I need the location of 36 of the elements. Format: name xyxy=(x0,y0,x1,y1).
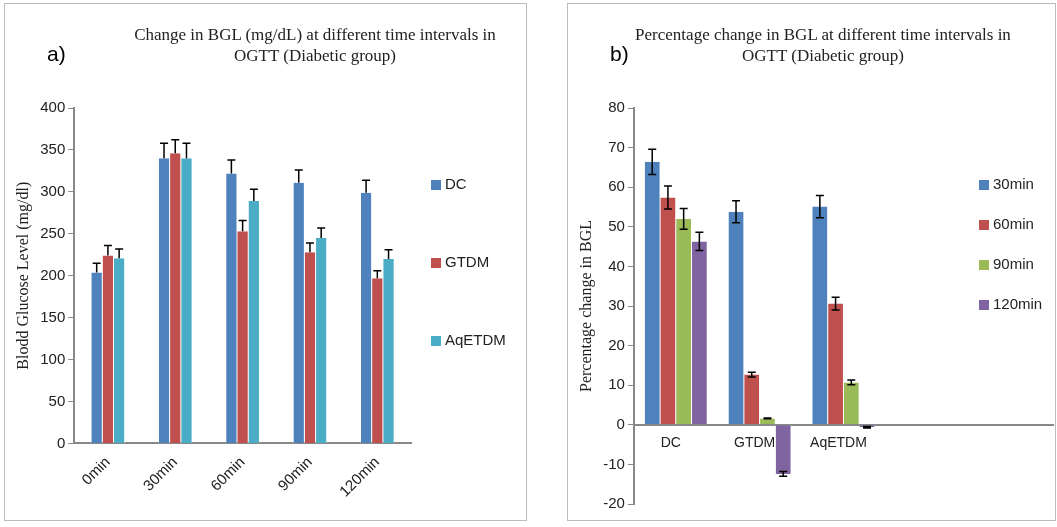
legend-label: DC xyxy=(445,175,467,193)
y-tick-label: 50 xyxy=(48,391,66,409)
y-tick-label: 150 xyxy=(40,307,66,325)
y-tick-label: 0 xyxy=(616,414,625,432)
y-tick-label: 350 xyxy=(40,140,66,158)
legend-label: 60min xyxy=(993,215,1034,233)
y-axis-title: Blodd Glucose Level (mg/dl) xyxy=(13,181,32,370)
text: a) xyxy=(47,42,66,66)
y-axis-title: Percentage change in BGL xyxy=(576,220,595,392)
y-tick-label: 20 xyxy=(608,335,625,353)
chart-title: Percentage change in BGL at different time intervals in OGTT (Diabetic group) xyxy=(635,25,1011,65)
x-tick-label: AqETDM xyxy=(810,434,867,451)
y-tick-label: -10 xyxy=(603,454,625,472)
y-tick-label: 80 xyxy=(608,98,625,116)
legend-label: 30min xyxy=(993,175,1034,193)
x-tick-label: GTDM xyxy=(734,434,776,451)
text: b) xyxy=(610,42,629,66)
y-tick-label: 60 xyxy=(608,177,625,195)
y-tick-label: 40 xyxy=(608,256,625,274)
y-tick-label: 50 xyxy=(608,216,625,234)
y-tick-label: 30 xyxy=(608,296,625,314)
y-tick-label: 300 xyxy=(40,182,66,200)
legend-label: AqETDM xyxy=(445,331,506,349)
y-tick-label: -20 xyxy=(603,494,625,512)
y-tick-label: 250 xyxy=(40,223,66,241)
chart-title: Change in BGL (mg/dL) at different time intervals in OGTT (Diabetic group) xyxy=(133,24,497,66)
y-tick-label: 200 xyxy=(40,265,66,283)
y-tick-label: 0 xyxy=(56,433,66,451)
y-tick-label: 400 xyxy=(40,98,66,116)
x-tick-label: DC xyxy=(660,434,681,451)
legend-label: GTDM xyxy=(445,253,490,271)
legend-label: 90min xyxy=(993,255,1034,273)
y-tick-label: 10 xyxy=(608,375,625,393)
legend-label: 120min xyxy=(993,295,1043,313)
y-tick-label: 70 xyxy=(608,137,625,155)
y-tick-label: 100 xyxy=(40,349,66,367)
